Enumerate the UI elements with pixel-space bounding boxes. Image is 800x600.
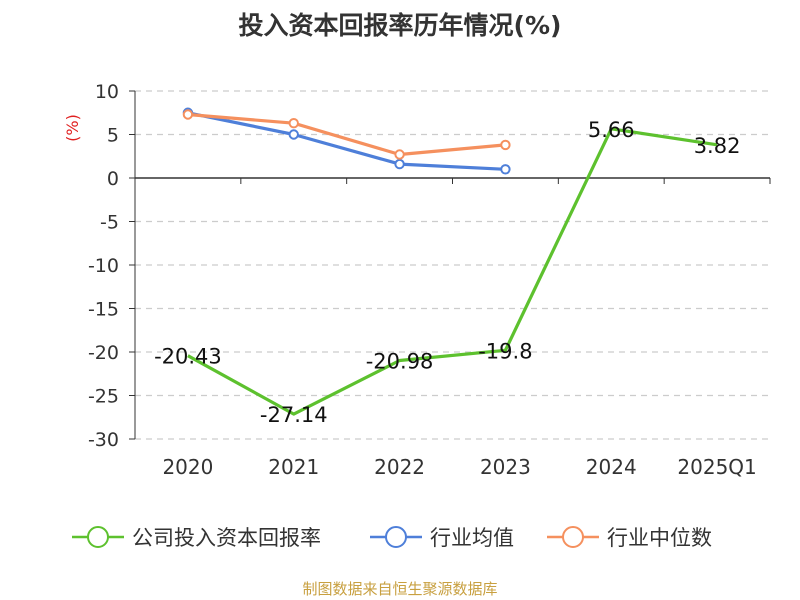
series-2-point [182, 109, 194, 120]
data-label: -20.43 [154, 345, 222, 369]
data-label: 3.82 [694, 134, 741, 158]
y-tick-label: -10 [88, 255, 119, 277]
data-label: -19.8 [478, 339, 532, 363]
axes: 10 5 0 -5 -10 -15 -20 -25 -30 2020 2021 2022 2023 202… [88, 81, 771, 479]
series-1-point [500, 164, 511, 175]
series-2-point [394, 149, 405, 160]
series-1-point [394, 158, 405, 170]
y-tick-label: -30 [88, 429, 119, 451]
series-line-1 [187, 111, 506, 171]
series-line-2 [187, 112, 506, 157]
y-tick-label: 5 [107, 125, 119, 147]
legend-item-0[interactable]: 公司投入资本回报率 [72, 526, 321, 550]
chart-title: 投入资本回报率历年情况(%) [239, 11, 562, 40]
y-axis-label: (%) [63, 114, 82, 142]
source-note: 制图数据来自恒生聚源数据库 [302, 580, 497, 598]
legend-label: 行业均值 [430, 526, 514, 550]
series-2-point [288, 117, 299, 129]
data-labels: -20.43 -27.14 -20.98 -19.8 5.66 3.82 [154, 118, 740, 427]
y-tick-label: 10 [95, 81, 119, 103]
x-tick-label: 2023 [480, 455, 531, 479]
legend: 公司投入资本回报率 行业均值 行业中位数 [72, 526, 712, 550]
legend-label: 公司投入资本回报率 [132, 526, 321, 550]
x-tick-label: 2022 [374, 455, 425, 479]
series-2-point [500, 139, 511, 151]
y-tick-label: 0 [107, 168, 119, 190]
series-1-point [288, 129, 299, 140]
y-tick-label: -25 [88, 386, 119, 408]
y-tick-label: -20 [88, 342, 119, 364]
legend-marker [562, 526, 584, 548]
data-label: 5.66 [588, 118, 635, 142]
x-tick-label: 2020 [162, 455, 213, 479]
legend-label: 行业中位数 [607, 526, 712, 550]
grid-lines [135, 90, 770, 440]
legend-item-2[interactable]: 行业中位数 [547, 526, 712, 550]
legend-item-1[interactable]: 行业均值 [370, 526, 514, 550]
legend-marker [385, 526, 407, 548]
data-label: -27.14 [260, 403, 328, 427]
data-label: -20.98 [366, 350, 434, 374]
legend-marker [87, 526, 109, 548]
y-tick-label: -15 [88, 299, 119, 321]
y-tick-label: -5 [100, 212, 119, 234]
x-tick-label: 2021 [268, 455, 319, 479]
series-line-0 [187, 127, 718, 416]
series-lines [182, 107, 718, 416]
x-tick-label: 2024 [586, 455, 637, 479]
x-tick-label: 2025Q1 [677, 455, 756, 479]
